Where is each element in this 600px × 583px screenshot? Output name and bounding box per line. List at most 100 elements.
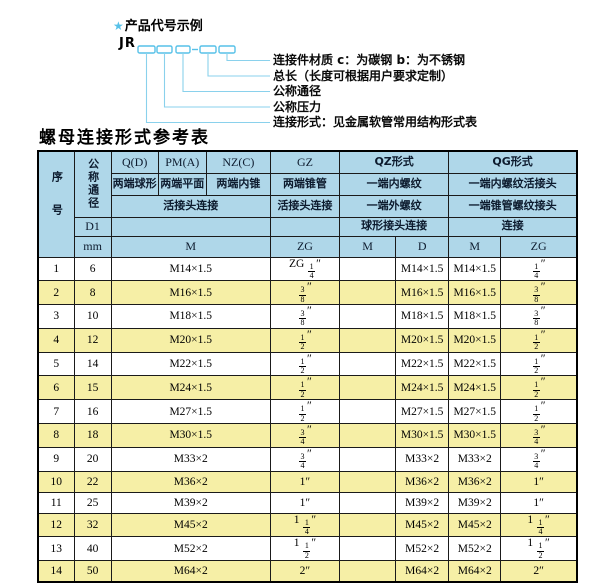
cell-qg-zg: 1 2 ″ [500,351,578,377]
cell-qz-m [338,422,397,448]
table-title: 螺母连接形式参考表 [39,128,210,148]
table-row: 7 16 M27×1.5 1 2 ″ M27×1.5 M27×1.5 1 2 ″ [37,399,578,424]
header-nz: NZ(C) [205,150,271,174]
cell-qz-m [338,280,397,306]
cell-m: M24×1.5 [110,375,271,401]
cell-qz-d: M39×2 [395,491,450,514]
code-prefix: JR [119,36,136,51]
cell-qz-m [338,256,397,282]
table-row: 11 25 M39×2 1″ M39×2 M39×2 1″ [37,491,578,514]
header-q-desc: 两端球形 [110,172,159,196]
cell-zg: 3 8 ″ [269,280,341,306]
code-label-diameter: 公称通径 [273,84,322,98]
code-diagram-lines [137,45,270,124]
cell-qg-m: M27×1.5 [448,399,502,424]
header-qg-desc1: 一端内螺纹活接头 [448,172,578,196]
cell-qg-m: M18×1.5 [448,304,502,329]
table-row: 8 18 M30×1.5 3 4 ″ M30×1.5 M30×1.5 3 4 ″ [37,422,578,448]
table-row: 9 20 M33×2 3 4 ″ M33×2 M33×2 3 4 ″ [37,446,578,472]
cell-qg-m: M14×1.5 [448,256,502,282]
code-box [156,45,173,54]
connector-line [207,53,270,77]
cell-dn: 16 [73,399,112,424]
table-row: 4 12 M20×1.5 1 2 ″ M20×1.5 M20×1.5 1 2 ″ [37,327,578,353]
diagram-title: ★产品代号示例 [113,15,203,34]
cell-zg: 1 1 2 ″ [269,536,341,562]
cell-qz-d: M33×2 [395,446,450,472]
header-qz-d: D [395,235,450,258]
cell-qz-m [338,351,397,377]
star-icon: ★ [113,19,124,33]
cell-m: M27×1.5 [110,399,271,424]
cell-m: M52×2 [110,536,271,562]
header-qz-desc3: 球形接头连接 [338,216,450,237]
cell-seq: 14 [37,560,75,583]
cell-seq: 10 [37,470,75,493]
cell-qz-m [338,536,397,562]
cell-qz-m [338,327,397,353]
cell-m: M20×1.5 [110,327,271,353]
cell-qg-zg: 1 2 ″ [500,327,578,353]
cell-m: M36×2 [110,470,271,493]
cell-seq: 11 [37,491,75,514]
cell-m: M30×1.5 [110,422,271,448]
cell-seq: 9 [37,446,75,472]
header-d1: D1 [73,216,112,237]
header-q: Q(D) [110,150,159,174]
cell-qz-d: M14×1.5 [395,256,450,282]
cell-dn: 12 [73,327,112,353]
cell-dn: 50 [73,560,112,583]
cell-qz-d: M36×2 [395,470,450,493]
connector-line [163,53,270,108]
table-body: 1 6 M14×1.5 ZG 1 4 ″ M14×1.5 M14×1.5 1 4 ″ 2 8 M16×1.… [37,256,578,583]
cell-qz-d: M30×1.5 [395,422,450,448]
header-qz-m: M [338,235,397,258]
code-box [218,45,236,54]
header-empty [269,216,341,237]
cell-qz-d: M16×1.5 [395,280,450,306]
connector-line [226,53,270,62]
header-dn: 公称通径 [73,150,112,218]
cell-seq: 2 [37,280,75,306]
diagram-title-text: 产品代号示例 [124,19,203,34]
cell-qz-m [338,512,397,538]
cell-qg-zg: 1 4 ″ [500,256,578,282]
cell-seq: 1 [37,256,75,282]
header-qg-desc3: 连接 [448,216,578,237]
product-code-diagram: ★产品代号示例 JR 连接件材质 c：为碳钢 b：为不锈钢 总长（长度可根据用户… [0,0,600,150]
code-label-length: 总长（长度可根据用户要求定制） [273,68,454,83]
cell-zg: 1 1 4 ″ [269,512,341,538]
nut-connection-table: 序号 公称通径 Q(D) PM(A) NZ(C) GZ QZ形式 QG形式 两端… [37,150,578,583]
cell-qg-m: M30×1.5 [448,422,502,448]
table-row: 2 8 M16×1.5 3 8 ″ M16×1.5 M16×1.5 3 8 ″ [37,280,578,306]
code-label-pressure: 公称压力 [273,99,322,114]
cell-qg-zg: 1 2 ″ [500,375,578,401]
cell-dn: 10 [73,304,112,329]
cell-qg-m: M20×1.5 [448,327,502,353]
table-row: 3 10 M18×1.5 3 8 ″ M18×1.5 M18×1.5 3 8 ″ [37,304,578,329]
cell-zg: 3 8 ″ [269,304,341,329]
cell-qz-m [338,399,397,424]
cell-qg-m: M39×2 [448,491,502,514]
table-row: 1 6 M14×1.5 ZG 1 4 ″ M14×1.5 M14×1.5 1 4 ″ [37,256,578,282]
header-union: 活接头连接 [110,194,271,218]
code-box [175,45,191,54]
cell-qz-m [338,491,397,514]
cell-qg-zg: 3 8 ″ [500,280,578,306]
cell-dn: 6 [73,256,112,282]
cell-m: M18×1.5 [110,304,271,329]
code-label-material: 连接件材质 c：为碳钢 b：为不锈钢 [273,53,466,67]
connector-line [145,53,270,124]
table-row: 6 15 M24×1.5 1 2 ″ M24×1.5 M24×1.5 1 2 ″ [37,375,578,401]
cell-qz-d: M27×1.5 [395,399,450,424]
table-row: 12 32 M45×2 1 1 4 ″ M45×2 M45×2 1 1 4 ″ [37,512,578,538]
cell-zg: 3 4 ″ [269,446,341,472]
cell-qg-zg: 1″ [500,491,578,514]
cell-zg: 1 2 ″ [269,399,341,424]
cell-qg-m: M52×2 [448,536,502,562]
cell-dn: 18 [73,422,112,448]
cell-qg-zg: 3 4 ″ [500,446,578,472]
cell-qg-m: M36×2 [448,470,502,493]
cell-qz-m [338,304,397,329]
table-row: 14 50 M64×2 2″ M64×2 M64×2 2″ [37,560,578,583]
